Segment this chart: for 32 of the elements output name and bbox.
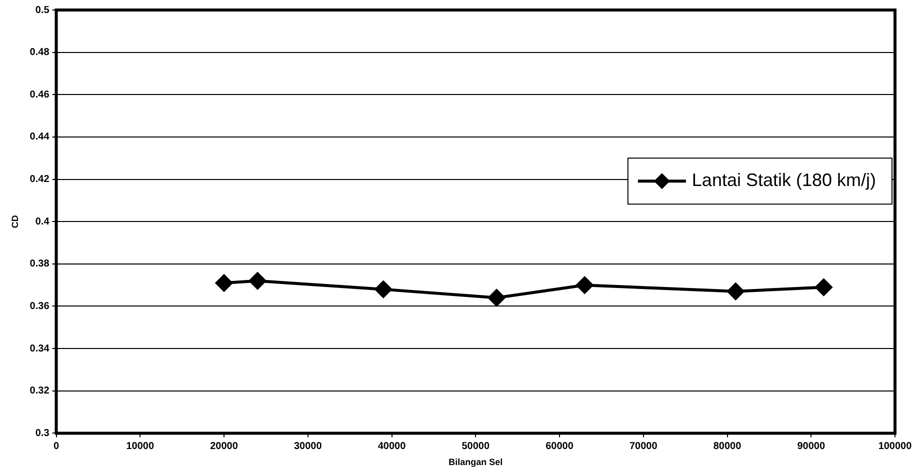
x-tick-label: 100000 <box>878 440 912 452</box>
y-axis-title: CD <box>10 214 20 228</box>
x-tick-label: 60000 <box>546 440 574 452</box>
y-tick-label: 0.42 <box>30 174 50 186</box>
x-tick-label: 0 <box>53 440 60 452</box>
point <box>216 274 233 292</box>
point <box>488 289 506 306</box>
point <box>576 276 594 294</box>
x-tick-label: 20000 <box>210 440 238 452</box>
y-tick-label: 0.4 <box>35 216 50 228</box>
point <box>815 278 832 296</box>
y-tick-label: 0.5 <box>35 4 50 16</box>
x-tick-label: 80000 <box>713 440 742 452</box>
x-tick-label: 30000 <box>294 440 322 452</box>
y-tick-label: 0.46 <box>30 89 50 100</box>
x-tick-label: 50000 <box>462 440 490 452</box>
y-tick-label: 0.3 <box>35 428 50 439</box>
x-tick-label: 10000 <box>126 440 154 452</box>
x-tick-label: 90000 <box>797 440 826 452</box>
x-tick-label: 40000 <box>378 440 406 452</box>
y-tick-label: 0.36 <box>30 300 50 312</box>
y-tick-label: 0.34 <box>30 343 50 354</box>
legend-label: Lantai Statik (180 km/j) <box>692 170 876 190</box>
y-tick-label: 0.38 <box>30 258 50 270</box>
point <box>374 280 392 298</box>
x-tick-label: 70000 <box>629 440 658 452</box>
point <box>249 272 266 290</box>
y-tick-label: 0.48 <box>30 47 50 58</box>
y-tick-label: 0.44 <box>30 132 50 143</box>
x-axis-title: Bilangan Sel <box>448 457 503 468</box>
point <box>727 282 744 300</box>
y-tick-label: 0.32 <box>30 386 50 397</box>
